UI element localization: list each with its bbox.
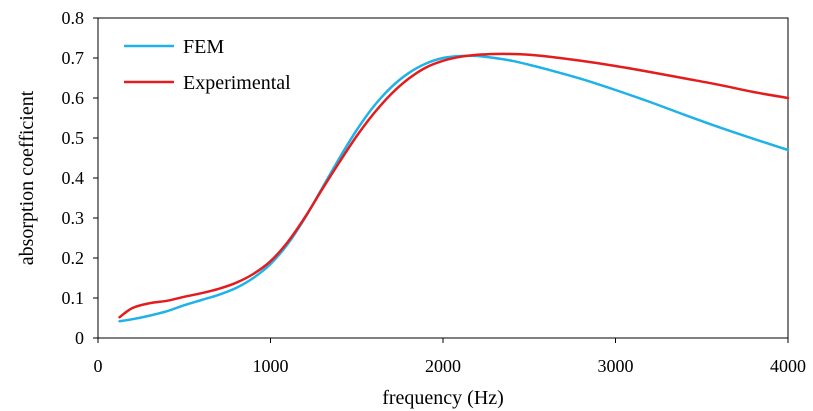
x-tick-label: 4000 <box>770 356 806 376</box>
y-tick-label: 0.1 <box>62 288 85 308</box>
x-axis-ticks: 0 1000 2000 3000 4000 <box>94 338 806 376</box>
plot-area-border <box>97 17 789 339</box>
legend: FEM Experimental <box>124 36 291 94</box>
y-axis-ticks: 0 0.1 0.2 0.3 0.4 0.5 0.6 0.7 0.8 <box>62 8 98 348</box>
x-tick-label: 0 <box>94 356 103 376</box>
y-tick-label: 0 <box>75 328 84 348</box>
series-line-fem <box>118 54 790 323</box>
legend-label-fem: FEM <box>183 36 224 58</box>
x-tick-label: 2000 <box>425 356 461 376</box>
y-tick-label: 0.8 <box>62 8 85 28</box>
x-tick-label: 3000 <box>598 356 634 376</box>
series-line-experimental <box>118 52 790 319</box>
y-tick-label: 0.5 <box>62 128 85 148</box>
y-axis-title: absorption coefficient <box>16 90 38 265</box>
y-tick-label: 0.7 <box>62 48 85 68</box>
legend-label-experimental: Experimental <box>183 72 291 94</box>
plot-frame <box>97 17 789 339</box>
y-tick-label: 0.6 <box>62 88 85 108</box>
series-lines <box>118 52 790 323</box>
y-tick-label: 0.2 <box>62 248 85 268</box>
x-tick-label: 1000 <box>253 356 289 376</box>
y-tick-label: 0.3 <box>62 208 85 228</box>
x-axis-title: frequency (Hz) <box>382 387 504 409</box>
y-tick-label: 0.4 <box>62 168 85 188</box>
